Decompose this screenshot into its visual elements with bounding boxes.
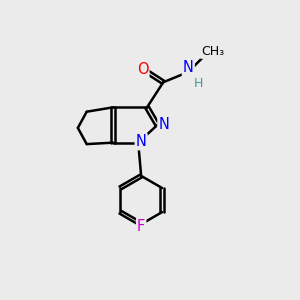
Text: H: H — [194, 77, 203, 90]
Text: F: F — [137, 219, 145, 234]
Text: N: N — [183, 60, 194, 75]
Text: N: N — [158, 118, 169, 133]
Text: N: N — [136, 134, 147, 149]
Text: O: O — [137, 61, 148, 76]
Text: CH₃: CH₃ — [201, 45, 224, 58]
